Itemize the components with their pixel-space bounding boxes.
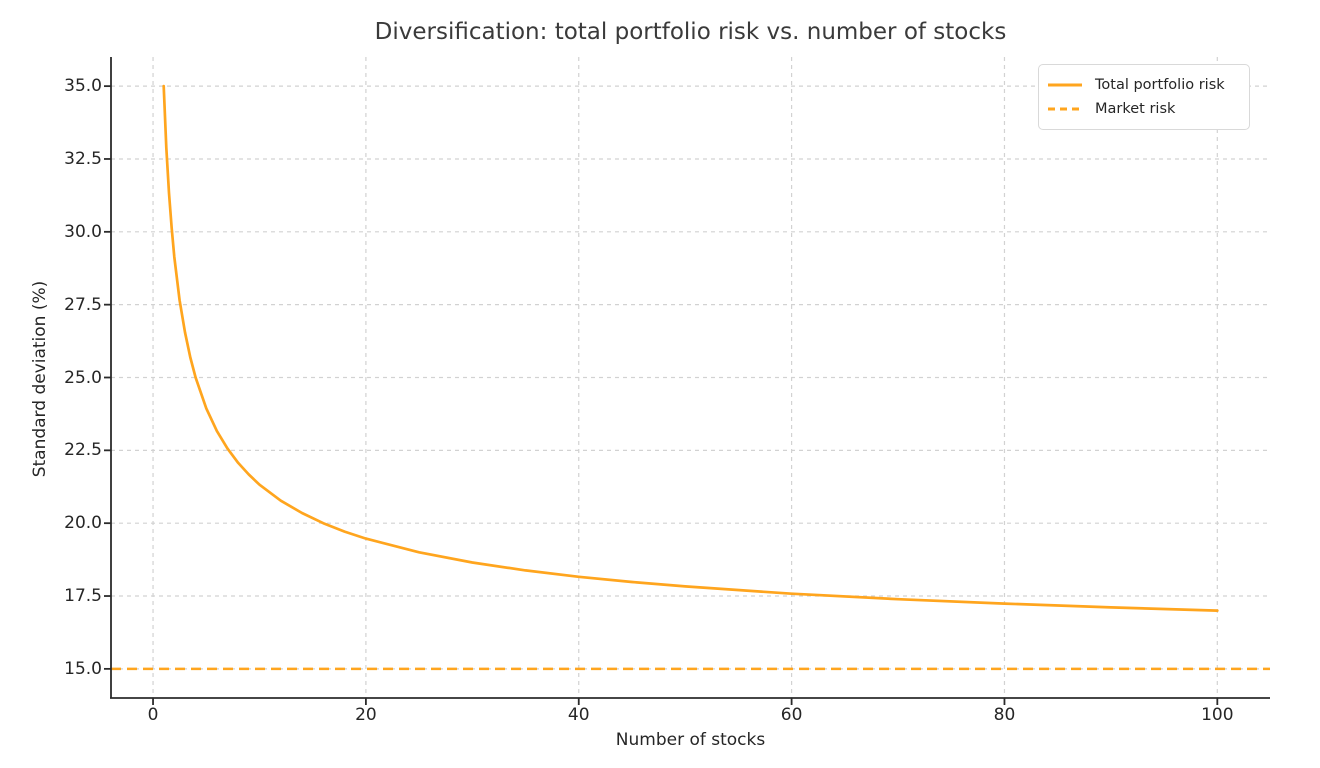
y-tick-label: 30.0 xyxy=(64,221,102,242)
tick-marks xyxy=(104,85,1219,705)
y-tick-label: 22.5 xyxy=(64,440,102,461)
total-portfolio-risk-curve xyxy=(162,84,1219,612)
legend-item-market-risk: Market risk xyxy=(1048,97,1239,121)
legend-label-total-portfolio-risk: Total portfolio risk xyxy=(1095,77,1225,93)
legend-item-total-portfolio-risk: Total portfolio risk xyxy=(1048,73,1239,97)
gridlines xyxy=(111,57,1270,698)
x-tick-label: 40 xyxy=(567,705,590,725)
dashed-line-sample-icon xyxy=(1048,107,1082,111)
y-axis-label: Standard deviation (%) xyxy=(30,280,50,478)
legend: Total portfolio risk Market risk xyxy=(1038,64,1250,130)
x-tick-label: 80 xyxy=(993,705,1016,725)
y-tick-label: 15.0 xyxy=(64,658,102,679)
legend-label-market-risk: Market risk xyxy=(1095,101,1176,117)
x-tick-label: 0 xyxy=(147,705,159,725)
y-tick-label: 27.5 xyxy=(64,294,102,315)
x-tick-label: 20 xyxy=(355,705,377,725)
x-axis-label: Number of stocks xyxy=(615,730,766,750)
x-tick-label: 60 xyxy=(780,705,803,725)
y-tick-label: 35.0 xyxy=(64,76,102,97)
data-series xyxy=(111,84,1270,671)
x-tick-label: 100 xyxy=(1201,705,1234,725)
chart-title: Diversification: total portfolio risk vs… xyxy=(374,19,1007,45)
solid-line-sample-icon xyxy=(1048,83,1082,87)
y-tick-label: 32.5 xyxy=(64,148,102,169)
y-tick-label: 25.0 xyxy=(64,367,102,388)
y-tick-label: 20.0 xyxy=(64,513,102,534)
y-tick-label: 17.5 xyxy=(64,586,102,607)
